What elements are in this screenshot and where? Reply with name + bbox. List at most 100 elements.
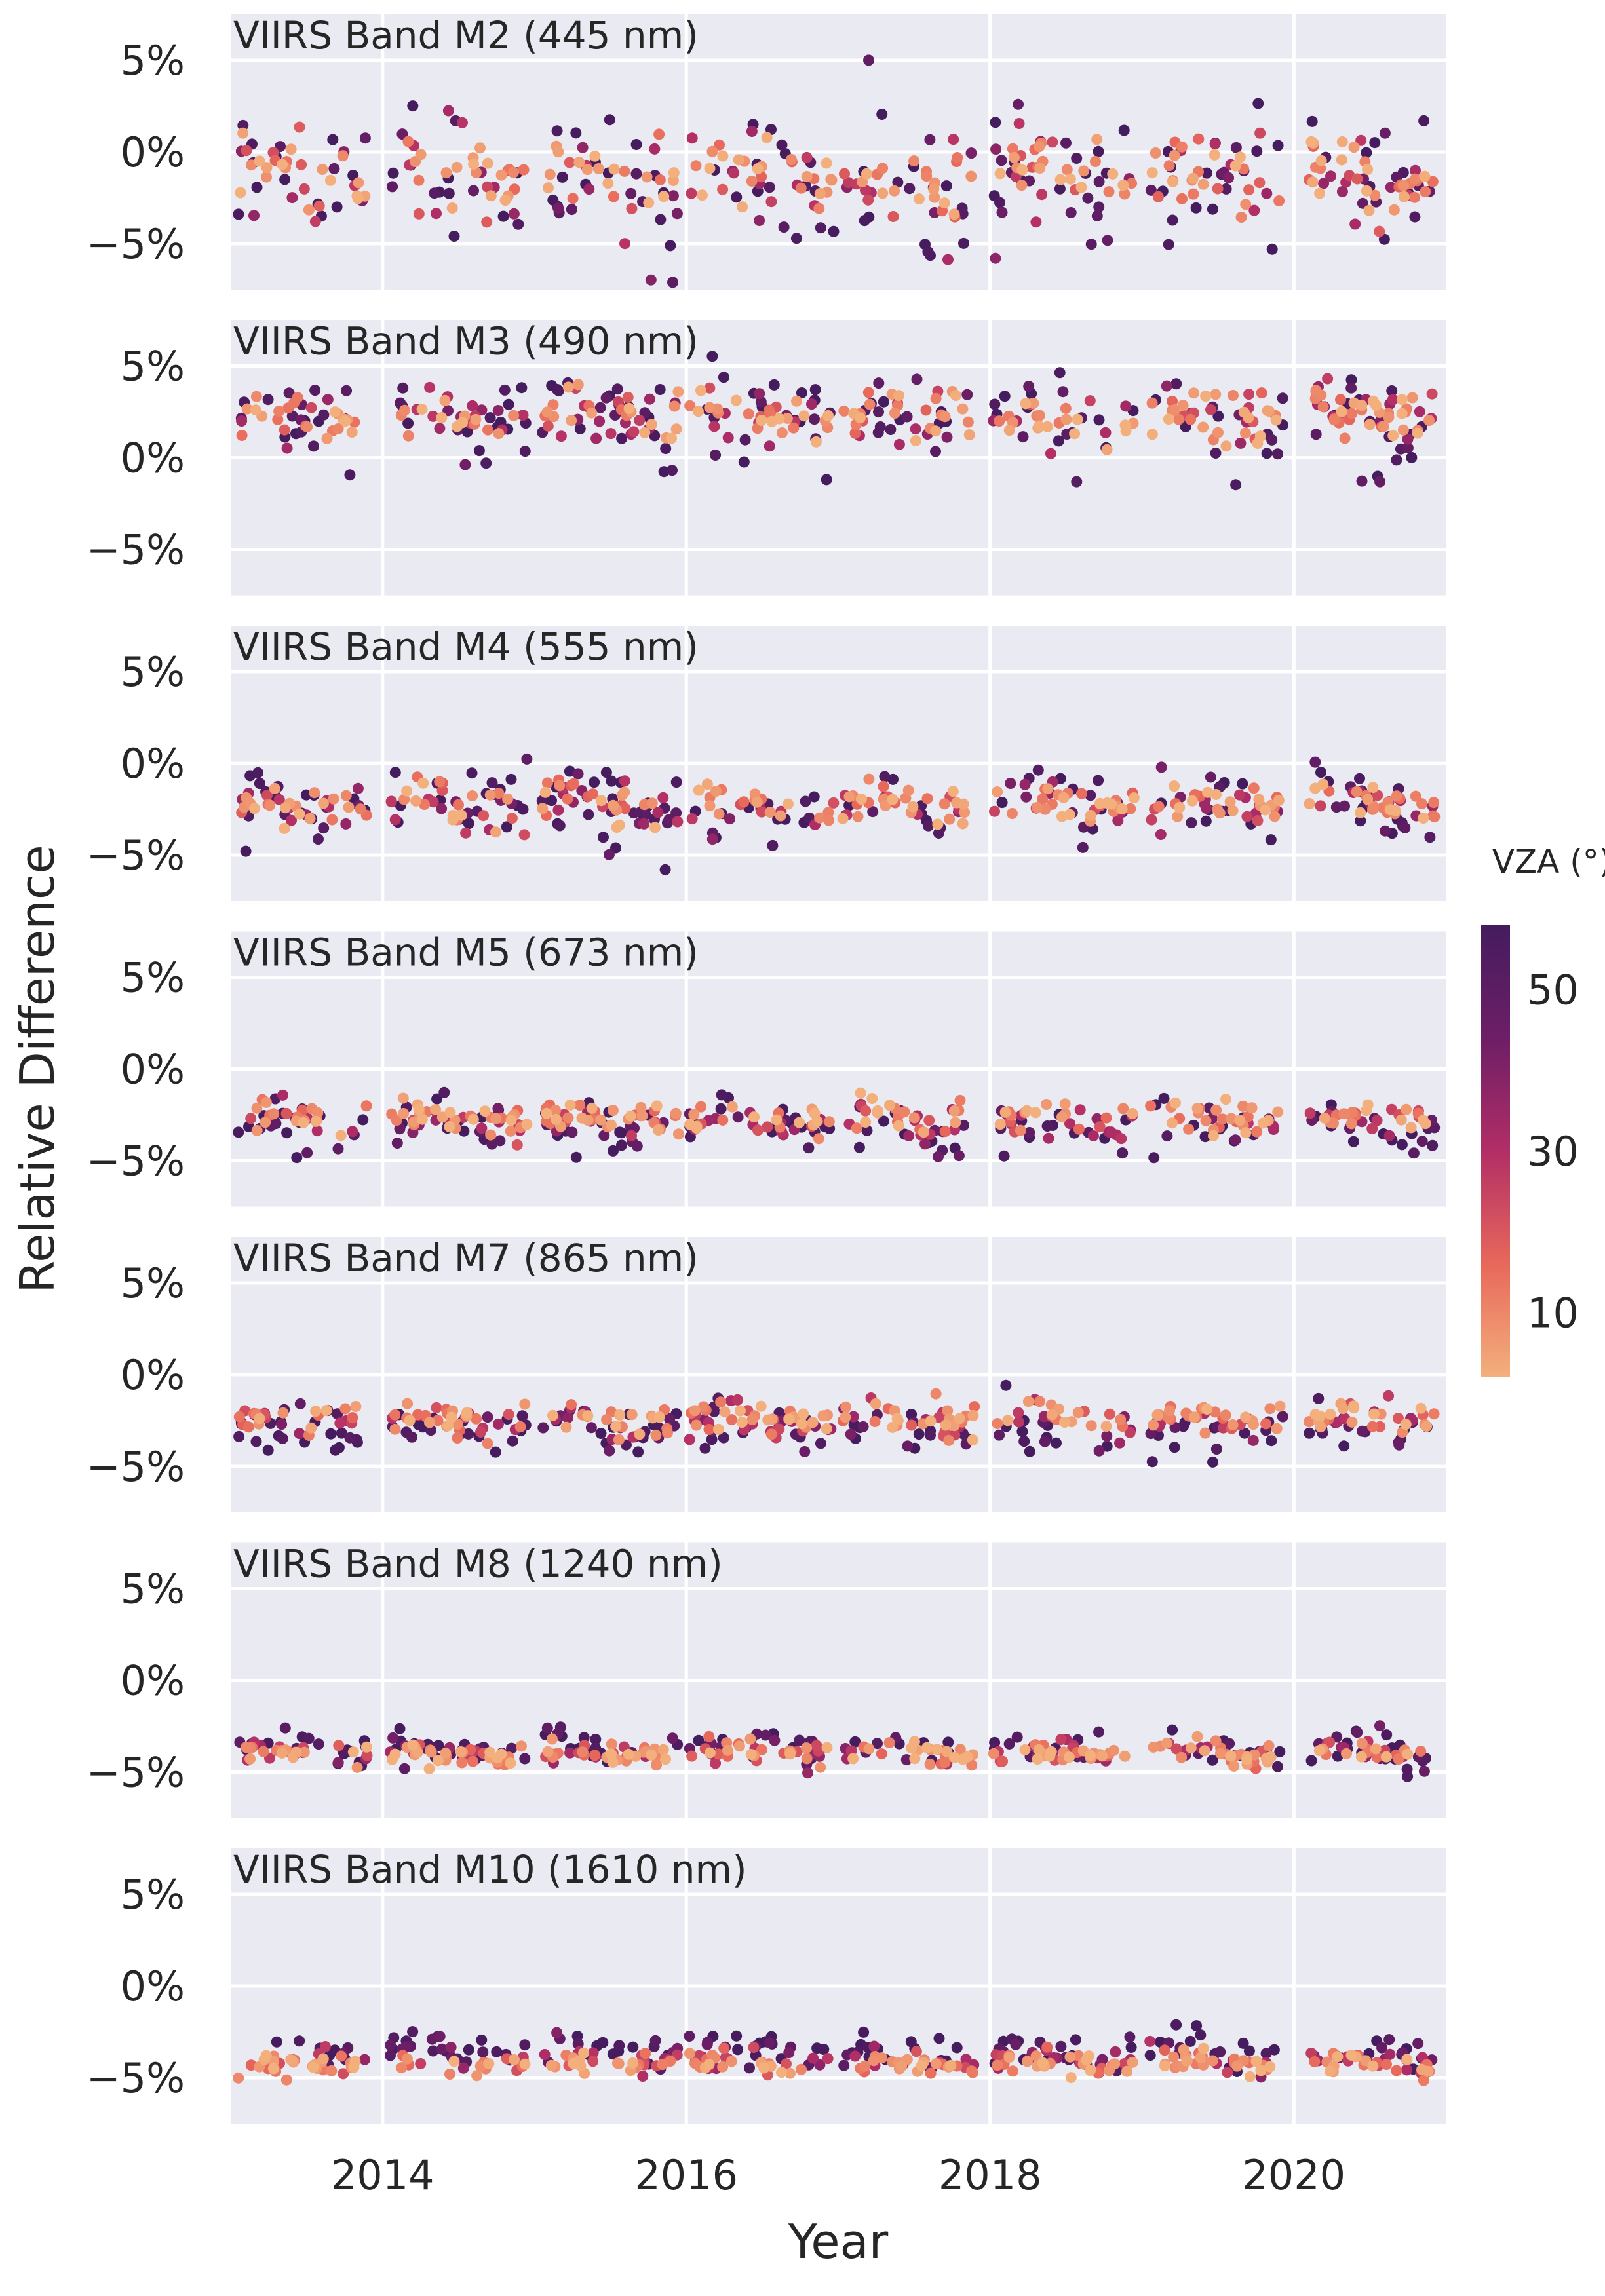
data-point — [668, 167, 680, 179]
data-point — [967, 1434, 978, 1445]
data-point — [872, 1738, 883, 1750]
data-point — [613, 1434, 625, 1445]
data-point — [400, 2041, 412, 2053]
data-point — [1416, 2063, 1428, 2075]
data-point — [930, 425, 942, 437]
data-point — [398, 794, 410, 805]
data-point — [1416, 798, 1427, 810]
data-point — [250, 391, 262, 402]
data-point — [868, 2055, 880, 2067]
data-point — [1161, 380, 1172, 392]
data-point — [1345, 382, 1357, 394]
data-point — [651, 1759, 663, 1770]
data-point — [1101, 1430, 1113, 1442]
data-point — [444, 1107, 456, 1119]
data-point — [1401, 2054, 1413, 2065]
data-point — [346, 427, 358, 438]
data-point — [1212, 183, 1224, 195]
data-point — [1383, 1130, 1395, 1141]
data-point — [470, 413, 482, 425]
data-point — [1369, 137, 1381, 149]
data-point — [307, 2061, 319, 2073]
data-point — [1210, 1735, 1222, 1747]
data-point — [1324, 1736, 1336, 1748]
data-point — [718, 372, 729, 383]
data-point — [1220, 183, 1232, 195]
data-point — [1169, 149, 1180, 161]
data-point — [796, 1418, 808, 1430]
data-point — [1125, 2042, 1137, 2053]
data-point — [499, 195, 511, 206]
data-point — [308, 440, 319, 452]
data-point — [613, 2040, 625, 2052]
data-point — [623, 402, 635, 414]
data-point — [279, 424, 290, 436]
data-point — [771, 1114, 783, 1126]
data-point — [1069, 428, 1081, 440]
data-point — [639, 427, 651, 438]
data-point — [1305, 136, 1317, 147]
data-point — [957, 818, 969, 830]
data-point — [539, 786, 551, 798]
data-point — [1409, 173, 1421, 185]
data-point — [1071, 476, 1083, 488]
data-point — [303, 1732, 315, 1744]
data-point — [768, 379, 780, 391]
data-point — [1205, 771, 1216, 783]
data-point — [1176, 141, 1188, 153]
data-point — [1347, 1136, 1359, 1147]
data-point — [277, 1432, 288, 1444]
data-point — [778, 221, 790, 233]
data-point — [444, 2069, 455, 2080]
data-point — [706, 1434, 718, 1445]
data-point — [801, 1742, 813, 1754]
data-point — [1362, 163, 1374, 175]
data-point — [271, 2036, 282, 2048]
y-tick-label: −5% — [87, 526, 185, 574]
data-point — [1161, 1737, 1173, 1749]
data-point — [1064, 173, 1076, 185]
data-point — [1010, 2038, 1022, 2050]
data-point — [1427, 176, 1439, 187]
data-point — [294, 1398, 306, 1409]
data-point — [1273, 195, 1285, 206]
data-point — [939, 1126, 951, 1138]
data-point — [1159, 2060, 1170, 2072]
data-point — [566, 1126, 578, 1138]
data-point — [478, 810, 490, 822]
data-point — [996, 797, 1008, 809]
data-point — [1325, 170, 1336, 182]
panels: 5% 0% −5% VIIRS Band M2 (445 nm) 5% 0% −5% VIIR… — [87, 13, 1446, 2124]
panel-2: 5% 0% −5% VIIRS Band M3 (490 nm) — [87, 319, 1446, 596]
data-point — [1064, 2051, 1076, 2063]
data-point — [260, 1117, 271, 1128]
data-point — [813, 1133, 824, 1145]
data-point — [1057, 386, 1069, 398]
data-point — [686, 813, 698, 825]
data-point — [1093, 775, 1104, 786]
data-point — [965, 147, 977, 159]
data-point — [446, 1411, 457, 1423]
data-point — [798, 410, 810, 422]
data-point — [492, 1103, 504, 1115]
data-point — [1424, 832, 1436, 843]
data-point — [431, 208, 442, 220]
data-point — [686, 1750, 698, 1762]
data-point — [1146, 814, 1157, 826]
data-point — [264, 799, 276, 811]
data-point — [577, 1746, 589, 1758]
data-point — [1339, 432, 1351, 444]
data-point — [840, 1401, 852, 1413]
data-point — [604, 1445, 615, 1457]
data-point — [1121, 2065, 1133, 2077]
data-point — [722, 1744, 733, 1756]
data-point — [1406, 451, 1418, 463]
data-point — [1351, 173, 1363, 185]
data-point — [576, 1112, 588, 1124]
data-point — [1328, 414, 1340, 426]
data-point — [539, 2049, 551, 2060]
data-point — [1399, 822, 1411, 833]
data-point — [1357, 197, 1368, 209]
data-point — [471, 1413, 482, 1425]
data-point — [1216, 1113, 1228, 1125]
